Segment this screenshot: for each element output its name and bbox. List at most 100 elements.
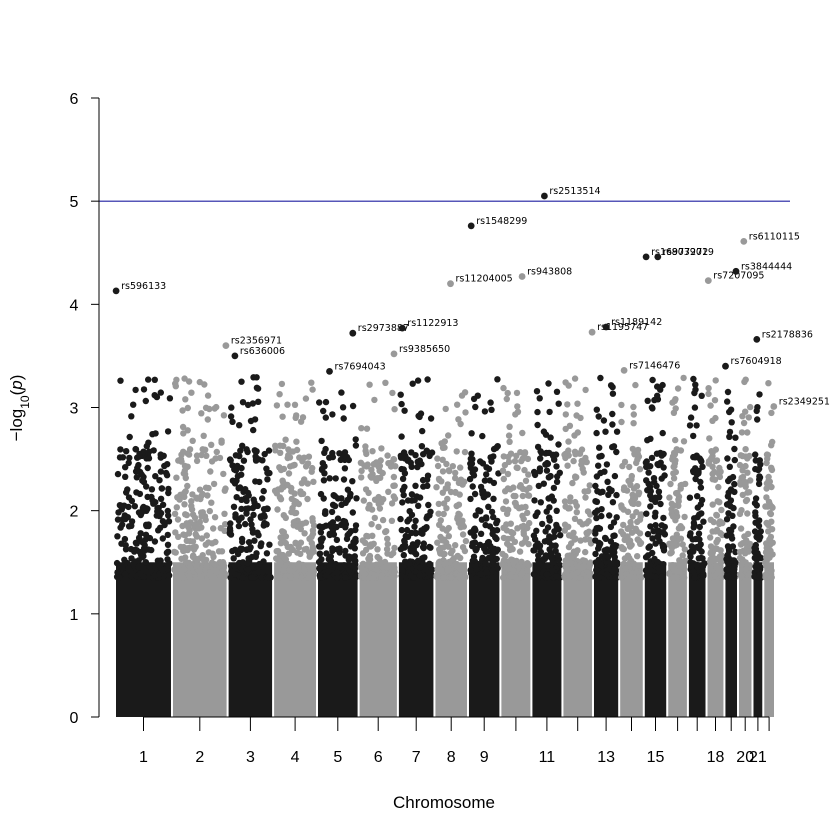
snp-point [192,543,199,550]
snp-point [694,493,701,500]
snp-point [238,471,245,478]
snp-point [549,567,556,574]
snp-point [368,474,375,481]
snp-point [500,524,507,531]
snp-point [546,517,553,524]
snp-point [184,482,191,490]
snp-point [116,574,123,581]
snp-point [210,573,218,581]
snp-point [435,500,442,508]
snp-point [350,538,358,546]
snp-point [536,395,543,402]
snp-label: rs1548299 [476,216,527,227]
snp-point [668,549,675,556]
snp-point [143,522,150,530]
snp-point [550,484,558,492]
snp-point [669,562,677,569]
snp-point [254,385,262,392]
snp-point [543,467,551,474]
snp-point [681,546,688,553]
snp-point [681,513,688,521]
snp-point [119,564,126,571]
chromosome-13-points [592,374,621,717]
snp-point [416,564,424,571]
snp-point [489,567,497,574]
snp-point [227,413,235,420]
snp-point [650,528,657,535]
snp-point [434,462,442,470]
chromosome-6-points [357,379,399,717]
snp-point [565,532,573,539]
snp-point [384,535,391,542]
snp-point [713,539,720,546]
snp-point [179,423,187,431]
snp-point [692,465,699,472]
snp-point [317,529,325,536]
snp-point [611,542,619,549]
snp-point [695,530,703,537]
snp-point [753,519,760,526]
x-tick-label: 4 [291,749,300,766]
snp-point [250,511,257,519]
y-tick-label: 6 [70,91,79,108]
snp-point [657,500,664,508]
snp-point [171,566,178,573]
snp-point [730,566,737,574]
snp-point [368,521,375,528]
snp-point [624,525,631,532]
snp-point [753,407,760,415]
snp-point [153,393,161,401]
snp-point [178,555,185,562]
snp-point [652,509,659,516]
snp-point [181,489,188,496]
snp-point [282,436,289,443]
snp-point [697,541,704,548]
snp-point [757,533,764,541]
snp-point [723,532,731,539]
snp-point [698,496,706,504]
snp-point [176,496,183,503]
snp-point [421,526,428,533]
snp-point [553,463,560,470]
snp-point [329,411,336,418]
snp-point [713,564,720,571]
snp-point [469,557,476,564]
snp-point [397,515,404,523]
snp-point [530,571,538,578]
labeled-snp-point [753,336,761,343]
snp-point [132,539,140,546]
snp-point [399,499,406,506]
snp-label: rs2178836 [762,329,813,340]
snp-point [228,404,235,411]
snp-point [582,386,589,394]
snp-point [256,478,263,486]
snp-point [221,527,228,534]
snp-point [519,492,526,500]
snp-point [712,377,719,384]
snp-point [277,540,285,547]
snp-point [596,525,604,532]
x-tick-label: 20 [736,749,754,766]
snp-point [277,534,284,541]
snp-point [687,553,694,560]
snp-point [544,524,552,531]
snp-point [698,392,705,399]
snp-point [692,535,699,543]
snp-point [317,536,325,543]
snp-point [690,524,697,531]
snp-point [352,442,360,449]
snp-point [487,399,494,406]
snp-point [620,521,627,529]
dense-point-band [468,562,500,717]
snp-point [260,522,267,529]
labeled-snp-point [588,328,596,336]
snp-point [181,462,189,470]
snp-point [707,550,714,557]
snp-point [648,573,655,580]
snp-point [610,560,617,567]
snp-point [725,500,732,508]
snp-point [351,545,358,552]
snp-point [255,398,262,405]
snp-point [461,448,469,456]
snp-point [524,509,531,517]
